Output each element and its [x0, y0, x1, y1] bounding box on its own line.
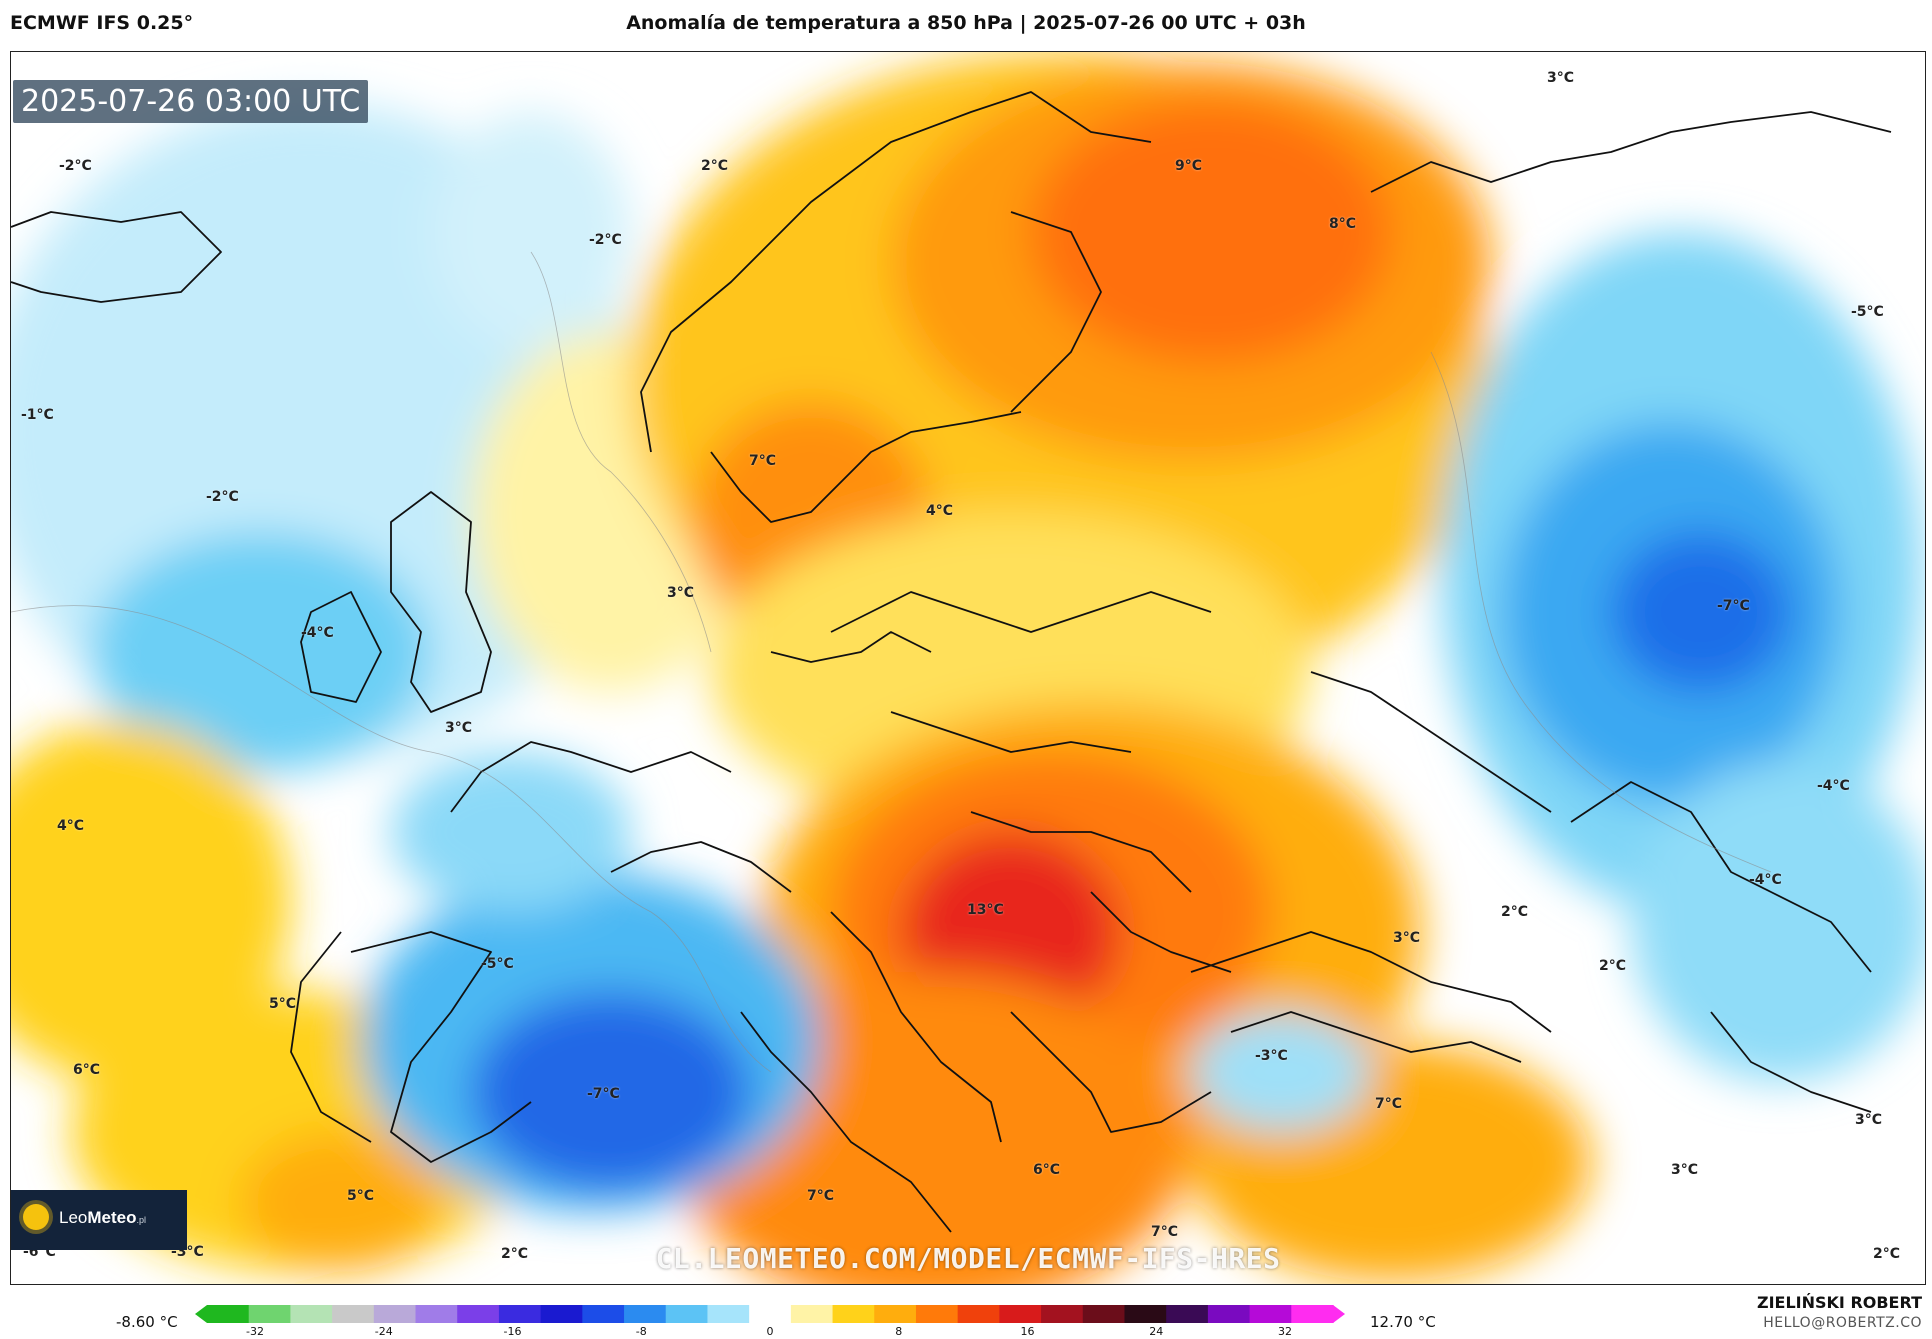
scale-cell	[1249, 1305, 1292, 1323]
scale-cell	[707, 1305, 750, 1323]
value-label: -2°C	[59, 158, 92, 174]
scale-cell	[832, 1305, 875, 1323]
value-label: -2°C	[206, 489, 239, 505]
scale-cell	[332, 1305, 375, 1323]
value-label: -5°C	[1851, 304, 1884, 320]
scale-tick-label: -16	[503, 1325, 522, 1338]
value-label: 8°C	[1329, 216, 1357, 232]
value-label: 7°C	[807, 1188, 835, 1204]
scale-cell	[582, 1305, 625, 1323]
scale-tick-label: 8	[895, 1325, 903, 1338]
max-value: 12.70 °C	[1370, 1313, 1436, 1331]
value-label: 3°C	[1547, 70, 1575, 86]
author-name: ZIELIŃSKI ROBERT	[1756, 1293, 1922, 1312]
value-label: 3°C	[1393, 930, 1421, 946]
scale-cell	[1041, 1305, 1084, 1323]
value-label: 13°C	[967, 902, 1004, 918]
scale-tick-label: -24	[374, 1325, 393, 1338]
model-name: ECMWF IFS 0.25°	[10, 12, 194, 34]
scale-cell	[1124, 1305, 1167, 1323]
scale-cell	[373, 1305, 417, 1323]
scale-cell	[498, 1305, 542, 1323]
scale-tick-label: 24	[1149, 1325, 1164, 1338]
value-label: 6°C	[1033, 1162, 1061, 1178]
scale-cell	[540, 1305, 583, 1323]
value-label: 4°C	[926, 503, 954, 519]
scale-cell	[1082, 1305, 1126, 1323]
sun-icon	[23, 1204, 49, 1230]
header: ECMWF IFS 0.25° Anomalía de temperatura …	[0, 0, 1932, 50]
value-label: -4°C	[1749, 872, 1782, 888]
scale-cell	[1291, 1305, 1334, 1323]
scale-cell	[999, 1305, 1042, 1323]
scale-cell	[915, 1305, 959, 1323]
value-label: -3°C	[1255, 1048, 1288, 1064]
scale-cell	[624, 1305, 667, 1323]
min-value: -8.60 °C	[116, 1313, 178, 1331]
scale-cell	[790, 1305, 834, 1323]
scale-cell	[207, 1305, 250, 1323]
valid-time-badge: 2025-07-26 03:00 UTC	[13, 80, 369, 123]
value-label: 2°C	[501, 1246, 529, 1262]
scale-cell	[457, 1305, 500, 1323]
value-label: 3°C	[445, 720, 473, 736]
value-label: 6°C	[73, 1062, 101, 1078]
value-label: 9°C	[1175, 158, 1203, 174]
value-label: 3°C	[667, 585, 695, 601]
value-label: -2°C	[589, 232, 622, 248]
value-label: -4°C	[301, 625, 334, 641]
scale-cell	[248, 1305, 292, 1323]
value-label: -7°C	[587, 1086, 620, 1102]
watermark-url: CL.LEOMETEO.COM/MODEL/ECMWF-IFS-HRES	[655, 1242, 1281, 1275]
value-label: 2°C	[1501, 904, 1529, 920]
color-scale-bar	[195, 1305, 1345, 1323]
map-title: Anomalía de temperatura a 850 hPa | 2025…	[626, 12, 1306, 34]
scale-tick-label: 0	[766, 1325, 774, 1338]
scale-cell	[290, 1305, 333, 1323]
value-label: 7°C	[1375, 1096, 1403, 1112]
value-label: 3°C	[1671, 1162, 1699, 1178]
value-label: 7°C	[1151, 1224, 1179, 1240]
scale-cell	[415, 1305, 458, 1323]
scale-cell	[957, 1305, 1000, 1323]
scale-tick-label: -32	[246, 1325, 264, 1338]
value-label: 3°C	[1855, 1112, 1883, 1128]
value-label: -1°C	[21, 407, 54, 423]
scale-arrow-max	[1333, 1305, 1345, 1323]
value-label: 4°C	[57, 818, 85, 834]
logo-text: LeoMeteo.pl	[59, 1208, 147, 1227]
scale-cell	[749, 1305, 792, 1323]
footer: -8.60 °C -32 -24 -16 -8 0 8 16 24 32 12.70 °C ZI…	[0, 1285, 1932, 1339]
value-label: 2°C	[1873, 1246, 1901, 1262]
map-field	[11, 52, 1925, 1284]
scale-cell	[665, 1305, 709, 1323]
value-label: 2°C	[1599, 958, 1627, 974]
anomaly-map[interactable]: 2025-07-26 03:00 UTC -2°C 2°C -2°C 9°C 8…	[10, 51, 1926, 1285]
author-email: HELLO@ROBERTZ.CO	[1763, 1315, 1922, 1331]
leometeo-logo[interactable]: LeoMeteo.pl	[11, 1190, 187, 1250]
scale-arrow-min	[195, 1305, 207, 1323]
scale-cell	[1166, 1305, 1209, 1323]
scale-cell	[874, 1305, 917, 1323]
value-label: 7°C	[749, 453, 777, 469]
value-label: -4°C	[1817, 778, 1850, 794]
scale-tick-label: -8	[635, 1325, 647, 1338]
value-label: -7°C	[1717, 598, 1750, 614]
value-label: 5°C	[347, 1188, 375, 1204]
value-label: 5°C	[269, 996, 297, 1012]
scale-tick-label: 32	[1278, 1325, 1292, 1338]
value-label: -5°C	[481, 956, 514, 972]
value-label: 2°C	[701, 158, 729, 174]
scale-tick-label: 16	[1020, 1325, 1035, 1338]
scale-cell	[1207, 1305, 1251, 1323]
